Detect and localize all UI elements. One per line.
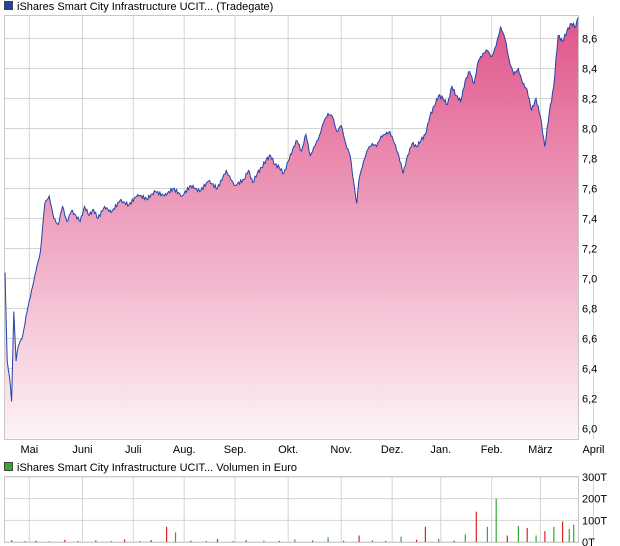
- price-y-tick-label: 7,6: [582, 184, 597, 196]
- price-x-tick-label: Aug.: [173, 444, 196, 456]
- volume-bar: [190, 540, 192, 542]
- price-y-tick-label: 8,6: [582, 34, 597, 46]
- volume-bar: [553, 526, 555, 542]
- volume-bar: [35, 540, 37, 542]
- price-y-tick-label: 6,4: [582, 364, 597, 376]
- volume-bar: [464, 534, 466, 542]
- price-y-tick-label: 8,2: [582, 94, 597, 106]
- volume-chart: 0T 100T 200T 300T: [4, 472, 607, 546]
- volume-y-tick-label: 200T: [582, 494, 607, 506]
- volume-y-tick-label: 300T: [582, 472, 607, 484]
- volume-bar: [278, 540, 280, 542]
- price-y-tick-label: 7,8: [582, 154, 597, 166]
- price-x-tick-label: Jan.: [430, 444, 451, 456]
- volume-plot-frame: [4, 476, 579, 543]
- volume-bar: [64, 539, 66, 542]
- volume-bar: [11, 540, 13, 542]
- price-x-tick-label: Mai: [20, 444, 38, 456]
- volume-bar: [205, 540, 207, 542]
- volume-y-tick-label: 100T: [582, 515, 607, 527]
- price-x-tick-label: Sep.: [224, 444, 247, 456]
- price-x-tick-label: Nov.: [330, 444, 352, 456]
- volume-bar: [24, 541, 26, 542]
- volume-bar: [526, 527, 528, 542]
- volume-bar: [568, 529, 570, 542]
- volume-bar: [438, 538, 440, 543]
- volume-bar: [343, 540, 345, 542]
- volume-bar: [453, 540, 455, 542]
- volume-bar: [562, 521, 564, 542]
- volume-bar: [166, 526, 168, 542]
- volume-legend-swatch: [4, 462, 13, 471]
- volume-bar: [263, 540, 265, 542]
- price-x-tick-label: April: [582, 444, 604, 456]
- volume-bar: [95, 540, 97, 542]
- price-area: [5, 17, 578, 439]
- volume-bar: [358, 535, 360, 542]
- volume-bar: [174, 532, 177, 543]
- price-x-tick-label: Okt.: [278, 444, 298, 456]
- volume-bar: [385, 540, 387, 542]
- volume-bar: [77, 540, 79, 542]
- volume-bar: [506, 535, 508, 542]
- price-x-tick-label: Feb.: [481, 444, 503, 456]
- price-x-tick-label: Juli: [125, 444, 142, 456]
- price-y-tick-label: 7,0: [582, 274, 597, 286]
- price-x-tick-label: Juni: [72, 444, 92, 456]
- volume-bar: [312, 540, 314, 542]
- volume-bar: [327, 537, 329, 542]
- volume-bar: [294, 539, 296, 542]
- price-y-tick-label: 8,4: [582, 64, 597, 76]
- volume-bar: [216, 539, 219, 542]
- price-y-tick-label: 6,2: [582, 394, 597, 406]
- volume-bar: [495, 498, 497, 542]
- volume-bar: [110, 541, 112, 542]
- volume-legend-label: iShares Smart City Infrastructure UCIT..…: [17, 462, 297, 474]
- volume-bar: [424, 526, 426, 542]
- price-y-tick-label: 6,8: [582, 304, 597, 316]
- volume-bar: [486, 526, 488, 542]
- price-legend-swatch: [4, 1, 13, 10]
- volume-bar: [400, 536, 402, 542]
- price-x-tick-label: Dez.: [381, 444, 404, 456]
- volume-bar: [416, 539, 418, 542]
- volume-bar: [150, 540, 152, 542]
- price-y-tick-label: 7,2: [582, 244, 597, 256]
- volume-bar: [48, 541, 50, 542]
- price-x-tick-label: März: [528, 444, 552, 456]
- volume-bar: [371, 540, 373, 542]
- price-y-tick-label: 6,0: [582, 424, 597, 436]
- price-legend-label: iShares Smart City Infrastructure UCIT..…: [17, 1, 274, 13]
- volume-bar: [517, 525, 519, 543]
- volume-bar: [245, 540, 247, 542]
- price-y-tick-label: 8,0: [582, 124, 597, 136]
- volume-bar: [535, 535, 537, 542]
- volume-bar: [139, 540, 141, 542]
- volume-bar: [124, 539, 126, 542]
- volume-bar: [573, 524, 575, 542]
- price-chart-legend: iShares Smart City Infrastructure UCIT..…: [4, 1, 273, 13]
- volume-y-tick-label: 0T: [582, 537, 595, 546]
- price-line: [4, 17, 579, 402]
- volume-bar: [544, 531, 546, 542]
- price-chart: 6,0 6,2 6,4 6,6 6,8 7,0 7,2 7,4 7,6 7,8 8,0 8,2 8,4 8…: [4, 15, 604, 456]
- price-y-tick-label: 7,4: [582, 214, 597, 226]
- volume-bar: [475, 511, 477, 542]
- volume-bar: [232, 541, 234, 542]
- volume-chart-legend: iShares Smart City Infrastructure UCIT..…: [4, 462, 297, 474]
- price-y-tick-label: 6,6: [582, 334, 597, 346]
